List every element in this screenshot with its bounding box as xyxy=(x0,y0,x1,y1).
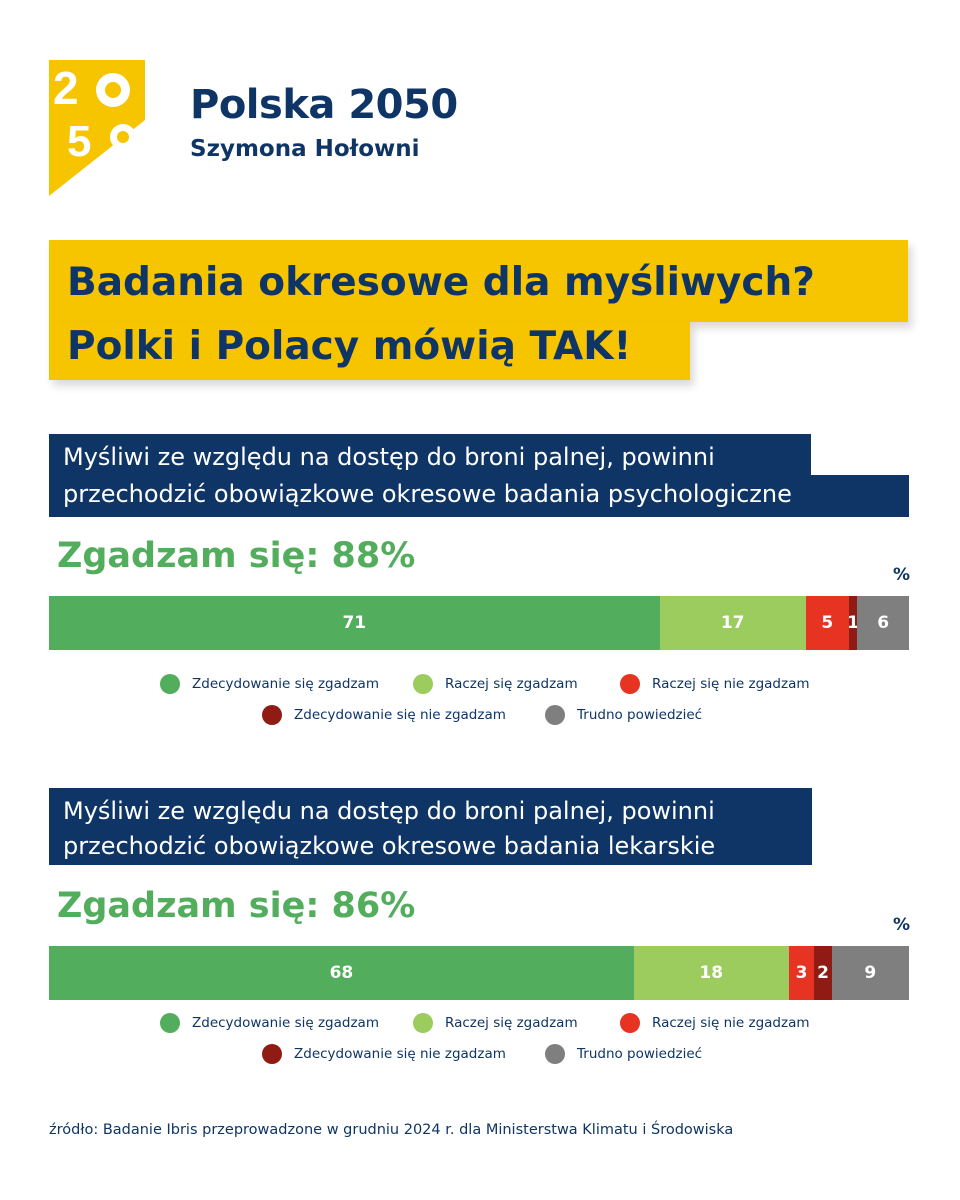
chart-1-summary: Zgadzam się: 88% xyxy=(57,536,416,576)
chart-1-legend: Zdecydowanie się zgadzam Raczej się zgadz… xyxy=(0,674,960,734)
legend-label: Trudno powiedzieć xyxy=(577,707,703,723)
bar-segment-4: 1 xyxy=(847,596,860,650)
legend-label: Raczej się nie zgadzam xyxy=(652,1015,810,1031)
legend-swatch xyxy=(545,705,565,725)
bar-segment-5: 6 xyxy=(857,596,909,650)
question-1-line-2: przechodzić obowiązkowe okresowe badania… xyxy=(49,475,909,517)
headline-line-1: Badania okresowe dla myśliwych? xyxy=(49,240,908,322)
legend-item: Zdecydowanie się zgadzam xyxy=(160,1013,379,1033)
bar-segment-label: 5 xyxy=(821,613,834,633)
legend-swatch xyxy=(545,1044,565,1064)
legend-label: Zdecydowanie się nie zgadzam xyxy=(294,707,506,723)
chart-1-unit: % xyxy=(892,565,910,585)
legend-swatch xyxy=(413,674,433,694)
legend-item: Raczej się nie zgadzam xyxy=(620,674,810,694)
legend-item: Zdecydowanie się nie zgadzam xyxy=(262,1044,506,1064)
legend-item: Zdecydowanie się zgadzam xyxy=(160,674,379,694)
chart-2-summary: Zgadzam się: 86% xyxy=(57,886,416,926)
bar-segment-label: 68 xyxy=(329,963,354,983)
legend-label: Raczej się zgadzam xyxy=(445,676,578,692)
bar-segment-label: 6 xyxy=(877,613,890,633)
bar-segment-2: 17 xyxy=(659,596,806,650)
legend-item: Raczej się zgadzam xyxy=(413,674,578,694)
question-1-line-1: Myśliwi ze względu na dostęp do broni pa… xyxy=(49,434,811,475)
headline-line-2: Polki i Polacy mówią TAK! xyxy=(49,322,690,380)
question-2-line-1: Myśliwi ze względu na dostęp do broni pa… xyxy=(49,788,812,829)
legend-swatch xyxy=(620,674,640,694)
bar-segment-label: 2 xyxy=(817,963,829,983)
legend-label: Zdecydowanie się zgadzam xyxy=(192,1015,379,1031)
legend-swatch xyxy=(620,1013,640,1033)
legend-swatch xyxy=(160,1013,180,1033)
bar-segment-5: 9 xyxy=(831,946,909,1000)
chart-2-stacked-bar: 68 18 3 2 9 xyxy=(49,946,909,1000)
legend-swatch xyxy=(262,1044,282,1064)
legend-label: Raczej się nie zgadzam xyxy=(652,676,810,692)
legend-label: Trudno powiedzieć xyxy=(577,1046,703,1062)
bar-segment-3: 3 xyxy=(788,946,815,1000)
bar-segment-label: 1 xyxy=(847,613,860,633)
legend-item: Raczej się nie zgadzam xyxy=(620,1013,810,1033)
bar-segment-1: 71 xyxy=(49,596,660,650)
legend-item: Trudno powiedzieć xyxy=(545,705,702,725)
legend-swatch xyxy=(262,705,282,725)
svg-text:5: 5 xyxy=(67,117,91,166)
legend-swatch xyxy=(160,674,180,694)
brand-subtitle: Szymona Hołowni xyxy=(190,136,420,162)
bar-segment-label: 3 xyxy=(795,963,808,983)
legend-item: Zdecydowanie się nie zgadzam xyxy=(262,705,506,725)
chart-1-stacked-bar: 71 17 5 1 6 xyxy=(49,596,909,650)
brand-title: Polska 2050 xyxy=(190,82,458,128)
bar-segment-3: 5 xyxy=(805,596,849,650)
bar-segment-label: 9 xyxy=(864,963,877,983)
legend-label: Raczej się zgadzam xyxy=(445,1015,578,1031)
legend-label: Zdecydowanie się zgadzam xyxy=(192,676,379,692)
bar-segment-1: 68 xyxy=(49,946,634,1000)
legend-label: Zdecydowanie się nie zgadzam xyxy=(294,1046,506,1062)
bar-segment-label: 17 xyxy=(720,613,745,633)
question-2-line-2: przechodzić obowiązkowe okresowe badania… xyxy=(49,829,812,865)
legend-item: Raczej się zgadzam xyxy=(413,1013,578,1033)
legend-item: Trudno powiedzieć xyxy=(545,1044,702,1064)
svg-text:2: 2 xyxy=(53,62,79,114)
legend-swatch xyxy=(413,1013,433,1033)
bar-segment-label: 71 xyxy=(342,613,367,633)
bar-segment-4: 2 xyxy=(814,946,832,1000)
source-note: źródło: Badanie Ibris przeprowadzone w g… xyxy=(49,1122,734,1138)
headline: Badania okresowe dla myśliwych? Polki i … xyxy=(49,240,909,380)
bar-segment-2: 18 xyxy=(633,946,789,1000)
chart-2-unit: % xyxy=(892,915,910,935)
bar-segment-label: 18 xyxy=(699,963,724,983)
polska-2050-logo: 2 5 xyxy=(49,60,145,196)
chart-2-legend: Zdecydowanie się zgadzam Raczej się zgadz… xyxy=(0,1013,960,1073)
